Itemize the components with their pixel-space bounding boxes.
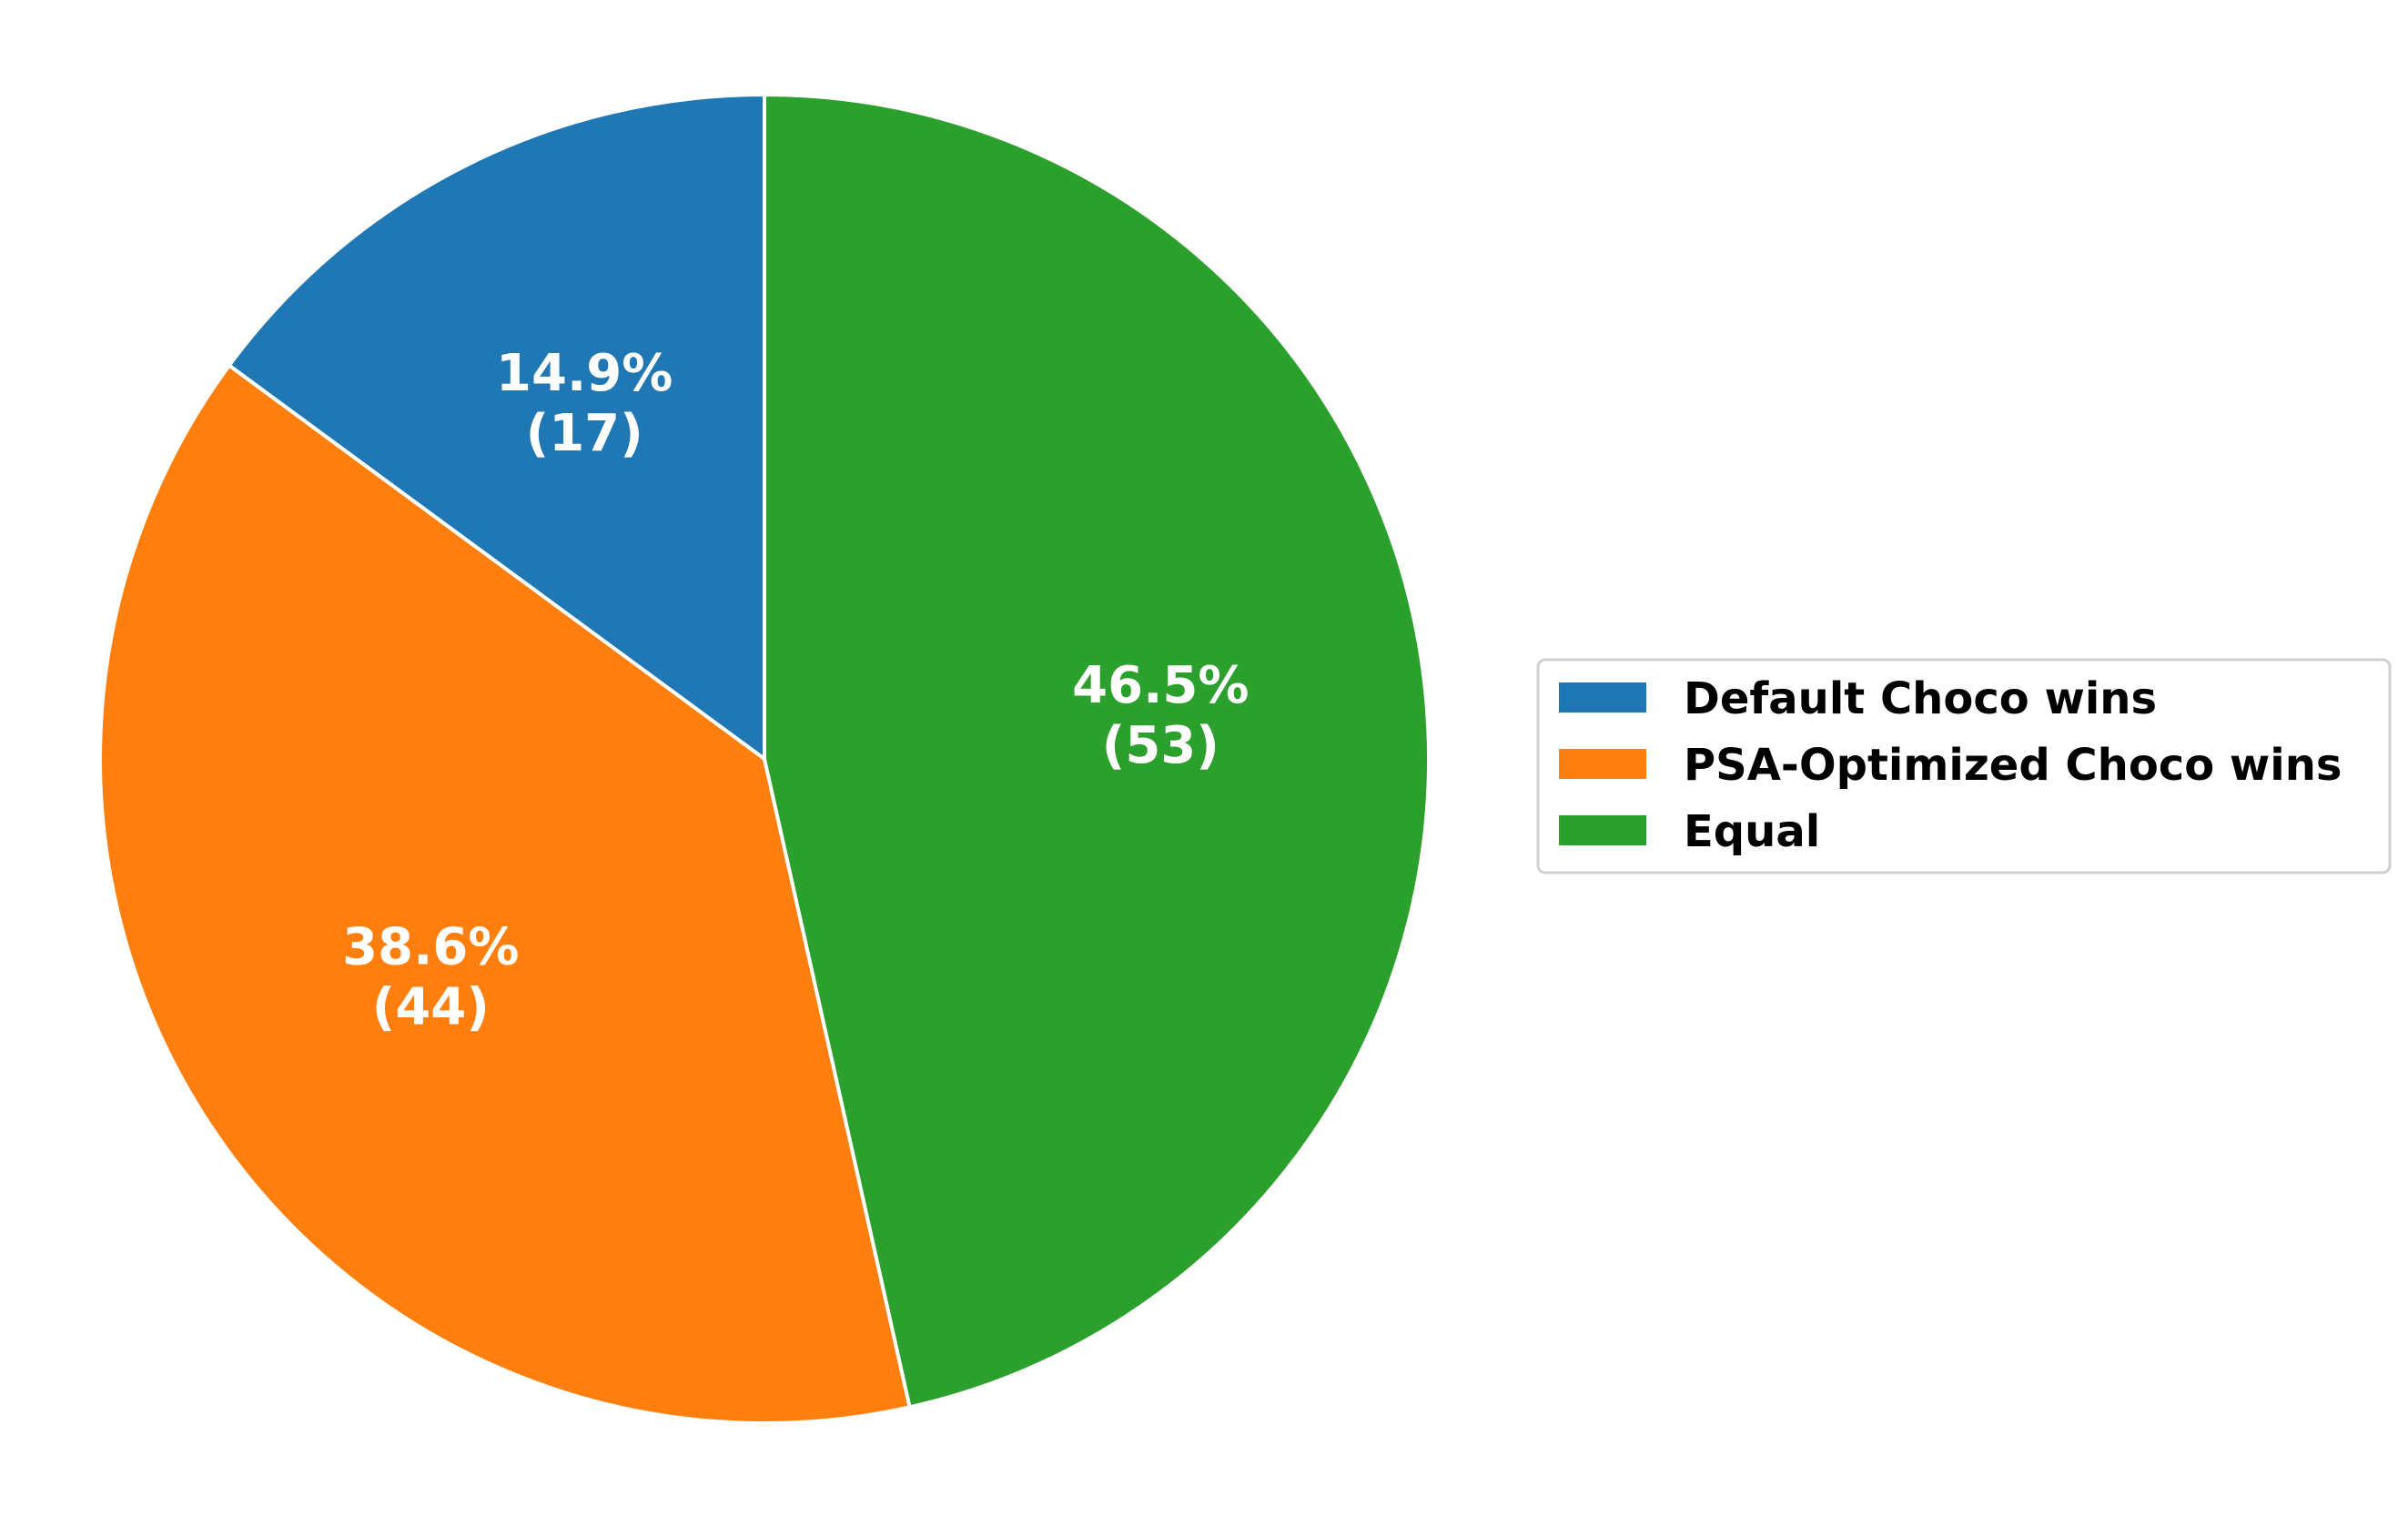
slice-percent-label: 38.6% bbox=[342, 918, 519, 977]
legend-swatch-2 bbox=[1559, 815, 1646, 845]
slice-percent-label: 46.5% bbox=[1072, 656, 1249, 715]
slice-count-label: (17) bbox=[526, 404, 643, 463]
slice-count-label: (53) bbox=[1102, 716, 1219, 775]
legend-swatch-1 bbox=[1559, 749, 1646, 779]
pie-slice-1 bbox=[98, 363, 912, 1425]
slice-count-label: (44) bbox=[372, 978, 490, 1037]
legend: Default Choco wins PSA-Optimized Choco wi… bbox=[1536, 658, 2392, 874]
legend-label-2: Equal bbox=[1684, 806, 1820, 857]
pie-slices bbox=[98, 93, 1431, 1425]
pie-slice-2 bbox=[763, 93, 1431, 1410]
pie-slice-labels: 14.9%(17) 38.6%(44) 46.5%(53) bbox=[342, 344, 1249, 1036]
legend-label-1: PSA-Optimized Choco wins bbox=[1684, 740, 2342, 791]
pie-slice-0 bbox=[227, 93, 766, 761]
slice-percent-label: 14.9% bbox=[496, 344, 673, 403]
legend-swatch-0 bbox=[1559, 682, 1646, 712]
legend-label-0: Default Choco wins bbox=[1684, 673, 2157, 724]
legend-frame bbox=[1536, 658, 2392, 874]
